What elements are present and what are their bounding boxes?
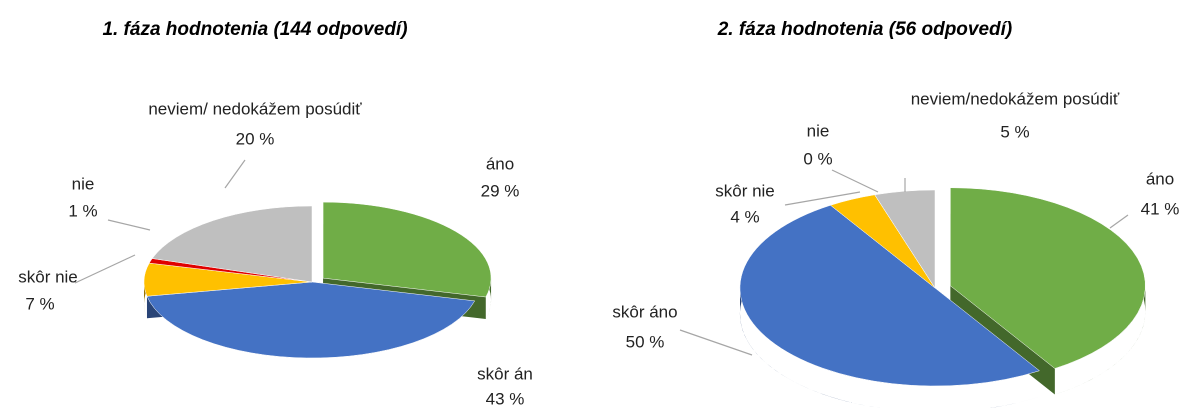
leader-line <box>1109 214 1129 229</box>
value-label: 1 % <box>68 201 97 220</box>
slice <box>322 201 492 298</box>
value-label: 43 % <box>486 389 525 408</box>
leader-line <box>224 159 246 189</box>
leader-line <box>831 169 879 193</box>
value-label: 20 % <box>236 129 275 148</box>
leader-line <box>107 219 151 231</box>
value-label: 50 % <box>626 332 665 351</box>
value-label: 7 % <box>25 294 54 313</box>
slice-label: skôr nie <box>715 181 775 200</box>
slice-label: áno <box>1146 169 1174 188</box>
slice <box>151 205 313 283</box>
value-label: 29 % <box>481 181 520 200</box>
value-label: 41 % <box>1141 199 1180 218</box>
slice-label: neviem/ nedokážem posúdiť <box>148 99 362 118</box>
leader-line <box>74 254 136 284</box>
slice-label: skôr nie <box>18 267 78 286</box>
slice-label: áno <box>486 154 514 173</box>
slice <box>739 204 1041 387</box>
slice <box>146 281 476 359</box>
chart-title: 2. fáza hodnotenia (56 odpovedí) <box>717 19 1013 40</box>
slice-label: nie <box>72 174 95 193</box>
value-label: 5 % <box>1000 122 1029 141</box>
slice-label: nie <box>807 121 830 140</box>
leader-line <box>784 191 861 206</box>
value-label: 4 % <box>730 207 759 226</box>
slice-label: neviem/nedokážem posúdiť <box>911 89 1120 108</box>
chart-title: 1. fáza hodnotenia (144 odpovedí) <box>102 19 407 40</box>
leader-line <box>679 329 753 356</box>
slice-label: skôr áno <box>612 302 677 321</box>
slice-label: skôr án <box>477 364 533 383</box>
value-label: 0 % <box>803 149 832 168</box>
slice <box>950 187 1146 369</box>
